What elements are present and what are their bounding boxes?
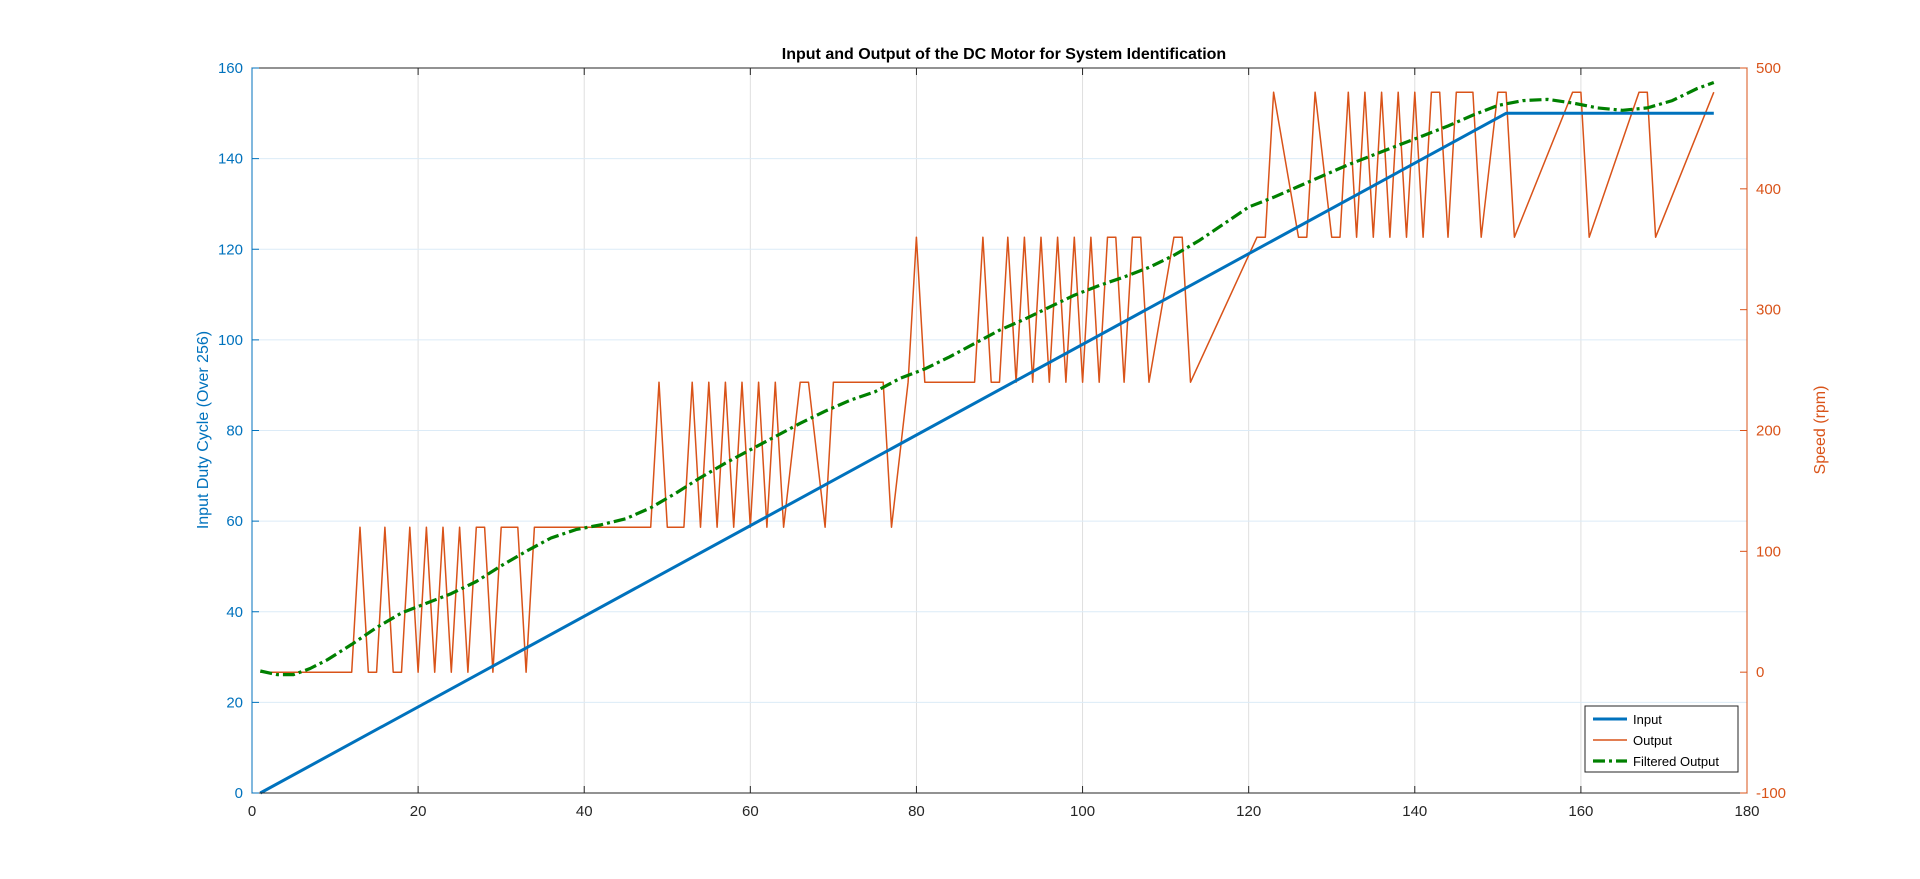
left-y-tick-label: 160 — [218, 60, 243, 77]
left-y-tick-label: 60 — [226, 513, 243, 530]
right-y-tick-label: 500 — [1756, 60, 1781, 77]
right-y-tick-label: 0 — [1756, 664, 1764, 681]
legend: Input Output Filtered Output — [1584, 705, 1739, 773]
right-y-tick-label: 100 — [1756, 543, 1781, 560]
left-y-tick-label: 40 — [226, 604, 243, 621]
left-y-tick-label: 20 — [226, 694, 243, 711]
x-tick-label: 0 — [248, 803, 256, 820]
input-series-line — [259, 111, 1714, 795]
x-tick-label: 40 — [576, 803, 593, 820]
x-tick-label: 180 — [1734, 803, 1759, 820]
x-tick-label: 80 — [908, 803, 925, 820]
x-tick-label: 120 — [1236, 803, 1261, 820]
right-y-axis: -100 0 100 200 300 400 500 — [1740, 60, 1786, 802]
output-series-line — [260, 91, 1715, 673]
left-y-tick-label: 0 — [235, 785, 243, 802]
chart-title: Input and Output of the DC Motor for Sys… — [782, 46, 1226, 63]
right-y-tick-label: 400 — [1756, 181, 1781, 198]
legend-label: Input — [1633, 712, 1662, 727]
left-y-tick-label: 100 — [218, 332, 243, 349]
x-tick-label: 160 — [1568, 803, 1593, 820]
right-y-tick-label: 200 — [1756, 423, 1781, 440]
x-axis: 0 20 40 60 80 100 120 140 160 180 — [248, 68, 1760, 820]
legend-label: Filtered Output — [1633, 754, 1719, 769]
left-y-tick-label: 140 — [218, 151, 243, 168]
x-tick-label: 100 — [1070, 803, 1095, 820]
left-y-tick-label: 120 — [218, 241, 243, 258]
right-y-tick-label: 300 — [1756, 302, 1781, 319]
left-axis-label: Input Duty Cycle (Over 256) — [195, 331, 212, 529]
x-tick-label: 20 — [410, 803, 427, 820]
right-y-tick-label: -100 — [1756, 785, 1786, 802]
plot-lines — [259, 80, 1715, 795]
left-y-tick-label: 80 — [226, 423, 243, 440]
filtered-output-series-line — [259, 80, 1715, 677]
left-y-axis: 0 20 40 60 80 100 120 140 160 — [218, 60, 259, 802]
x-tick-label: 60 — [742, 803, 759, 820]
x-tick-label: 140 — [1402, 803, 1427, 820]
right-axis-label: Speed (rpm) — [1812, 386, 1829, 475]
legend-label: Output — [1633, 733, 1672, 748]
